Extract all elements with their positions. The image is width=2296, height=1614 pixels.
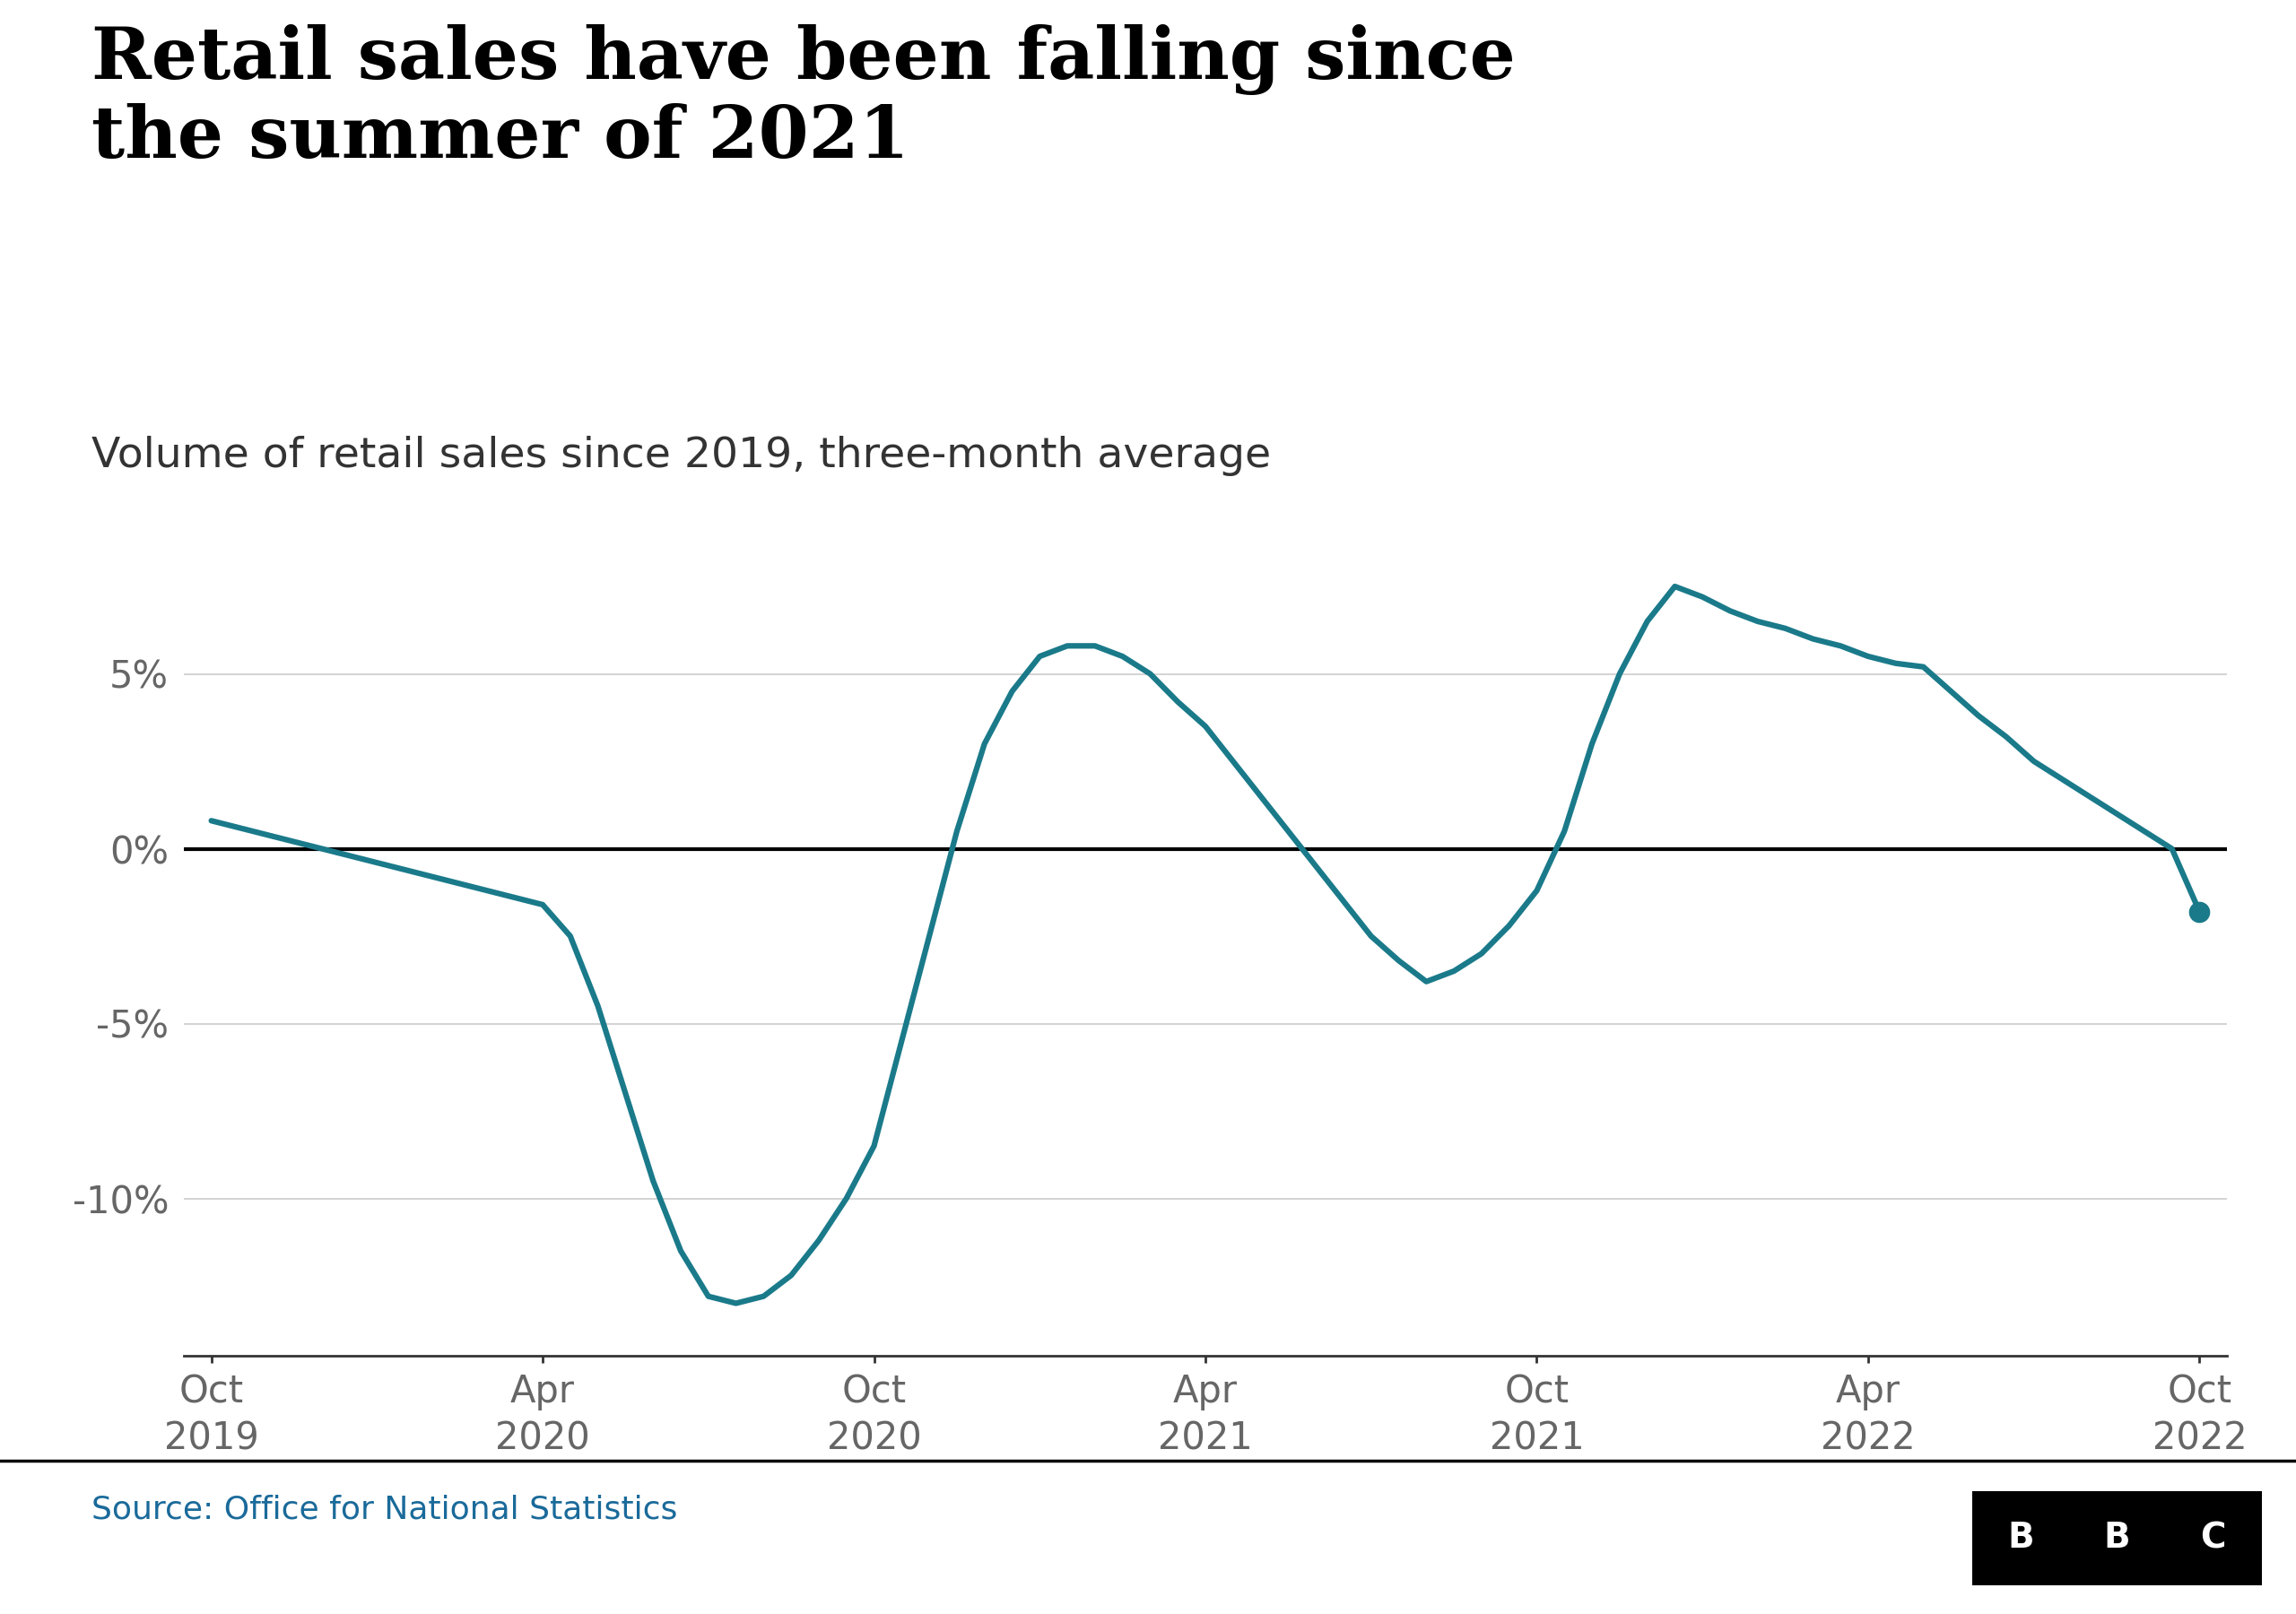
Text: B: B: [2007, 1520, 2034, 1556]
Text: B: B: [2103, 1520, 2131, 1556]
Text: Retail sales have been falling since
the summer of 2021: Retail sales have been falling since the…: [92, 24, 1515, 173]
Text: C: C: [2200, 1520, 2227, 1556]
Text: Source: Office for National Statistics: Source: Office for National Statistics: [92, 1495, 677, 1524]
Text: Volume of retail sales since 2019, three-month average: Volume of retail sales since 2019, three…: [92, 436, 1272, 476]
